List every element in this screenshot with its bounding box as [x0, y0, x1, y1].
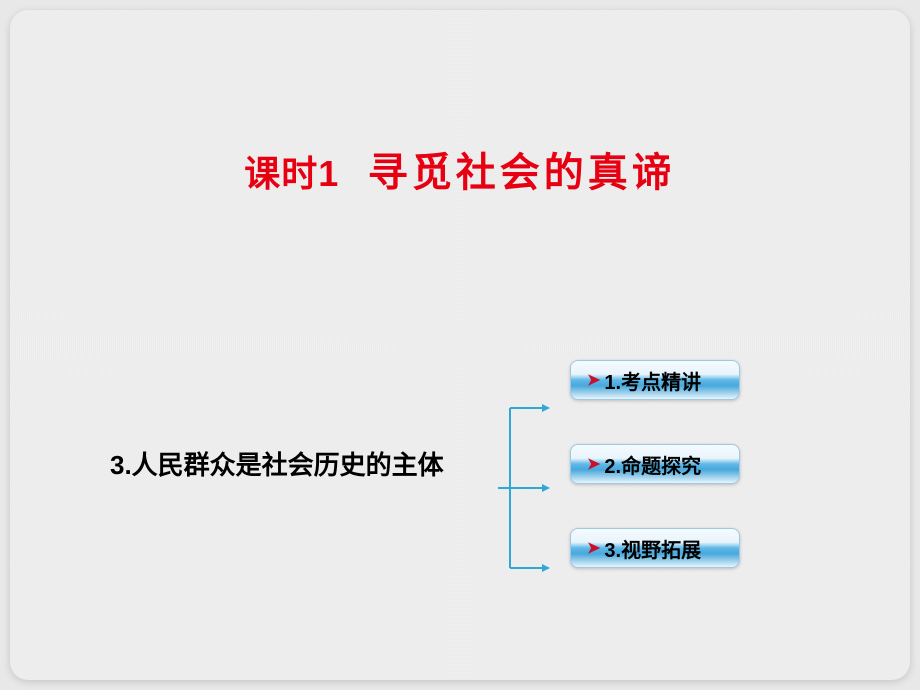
- nav-buttons: ➤ 1.考点精讲 ➤ 2.命题探究 ➤ 3.视野拓展: [570, 360, 740, 568]
- chevron-icon: ➤: [587, 538, 600, 558]
- slide-container: 课时1 寻觅社会的真谛 3.人民群众是社会历史的主体 ➤ 1.考点精讲 ➤ 2.…: [10, 10, 910, 680]
- nav-btn-1[interactable]: ➤ 1.考点精讲: [570, 360, 740, 400]
- bracket-connector: [490, 388, 550, 588]
- nav-btn-label: 2.命题探究: [604, 450, 701, 479]
- nav-btn-2[interactable]: ➤ 2.命题探究: [570, 444, 740, 484]
- chevron-icon: ➤: [587, 454, 600, 474]
- nav-btn-label: 1.考点精讲: [604, 366, 701, 395]
- title-area: 课时1 寻觅社会的真谛: [10, 140, 910, 198]
- chevron-icon: ➤: [587, 370, 600, 390]
- title-part1: 课时1: [244, 153, 339, 194]
- title-part2: 寻觅社会的真谛: [368, 151, 676, 195]
- nav-btn-label: 3.视野拓展: [604, 534, 701, 563]
- subtitle: 3.人民群众是社会历史的主体: [110, 445, 444, 482]
- nav-btn-3[interactable]: ➤ 3.视野拓展: [570, 528, 740, 568]
